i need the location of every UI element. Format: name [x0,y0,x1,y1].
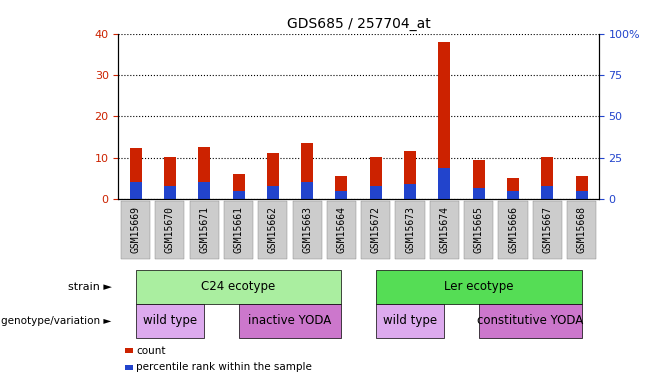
Text: GSM15668: GSM15668 [576,206,587,253]
Text: inactive YODA: inactive YODA [248,314,332,327]
Bar [232,174,245,199]
Text: GSM15667: GSM15667 [542,206,552,253]
Text: GSM15670: GSM15670 [165,206,175,253]
Bar [130,148,141,199]
Text: GSM15665: GSM15665 [474,206,484,253]
Bar [472,188,485,199]
Bar [404,151,416,199]
Bar [370,186,382,199]
Text: GSM15663: GSM15663 [302,206,312,253]
Bar [267,186,279,199]
Bar [336,190,347,199]
Bar [130,182,141,199]
Text: genotype/variation ►: genotype/variation ► [1,316,112,326]
Bar [164,186,176,199]
Text: GSM15671: GSM15671 [199,206,209,253]
Bar [542,186,553,199]
Text: wild type: wild type [143,314,197,327]
Text: Ler ecotype: Ler ecotype [444,280,513,293]
Text: GSM15673: GSM15673 [405,206,415,253]
Text: C24 ecotype: C24 ecotype [201,280,276,293]
Bar [198,182,210,199]
Text: GSM15672: GSM15672 [370,206,381,253]
Text: count: count [136,346,166,355]
Title: GDS685 / 257704_at: GDS685 / 257704_at [287,17,430,32]
Bar [198,147,210,199]
Text: constitutive YODA: constitutive YODA [477,314,583,327]
Bar [472,160,485,199]
Text: wild type: wild type [383,314,437,327]
Bar [301,143,313,199]
Bar [232,190,245,199]
Bar [267,153,279,199]
Bar [404,184,416,199]
Text: GSM15664: GSM15664 [336,206,347,253]
Bar [576,176,588,199]
Bar [507,178,519,199]
Bar [438,168,450,199]
Bar [507,190,519,199]
Text: percentile rank within the sample: percentile rank within the sample [136,363,312,372]
Bar [370,157,382,199]
Text: GSM15662: GSM15662 [268,206,278,253]
Bar [438,42,450,199]
Bar [301,182,313,199]
Text: GSM15674: GSM15674 [440,206,449,253]
Bar [164,157,176,199]
Text: GSM15669: GSM15669 [130,206,141,253]
Text: GSM15661: GSM15661 [234,206,243,253]
Bar [542,157,553,199]
Text: GSM15666: GSM15666 [508,206,518,253]
Text: strain ►: strain ► [68,282,112,292]
Bar [336,176,347,199]
Bar [576,190,588,199]
